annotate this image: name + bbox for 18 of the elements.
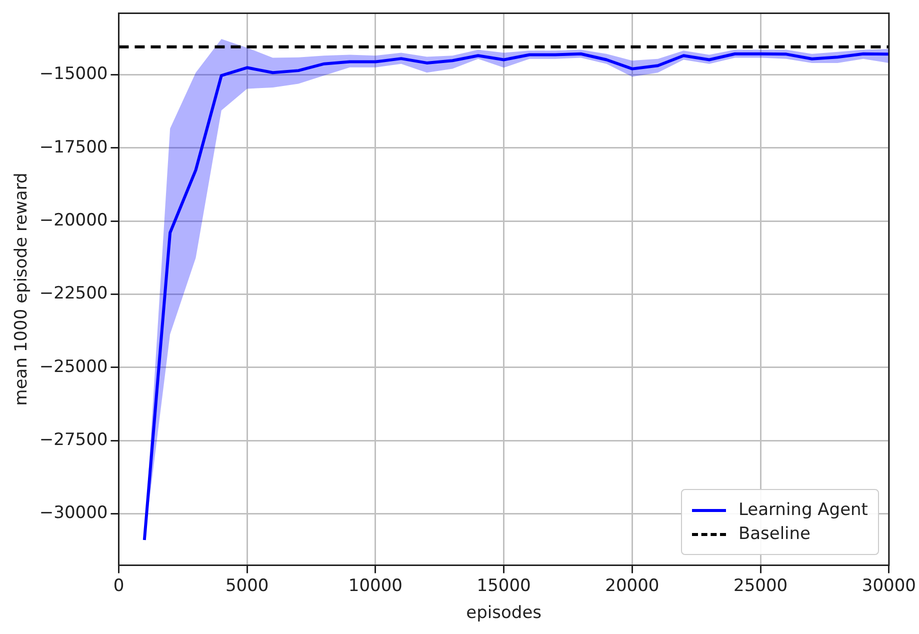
y-axis-title: mean 1000 episode reward (12, 172, 32, 406)
legend-label: Learning Agent (738, 500, 868, 520)
y-tick-label: −25000 (39, 356, 108, 377)
x-tick-label: 25000 (734, 576, 788, 596)
legend-label: Baseline (738, 524, 811, 544)
x-axis-title: episodes (466, 603, 542, 624)
y-tick-label: −17500 (39, 137, 108, 158)
y-tick-label: −30000 (39, 503, 108, 524)
x-tick-label: 0 (113, 576, 124, 596)
y-tick-label: −27500 (39, 430, 108, 450)
y-tick-label: −20000 (39, 210, 108, 230)
y-tick-label: −22500 (39, 284, 108, 304)
x-tick-label: 20000 (605, 576, 660, 596)
x-tick-label: 10000 (348, 576, 403, 596)
y-tick-label: −15000 (39, 64, 108, 84)
x-tick-label: 5000 (225, 576, 269, 596)
x-tick-label: 15000 (476, 576, 531, 596)
x-tick-label: 30000 (862, 576, 916, 596)
